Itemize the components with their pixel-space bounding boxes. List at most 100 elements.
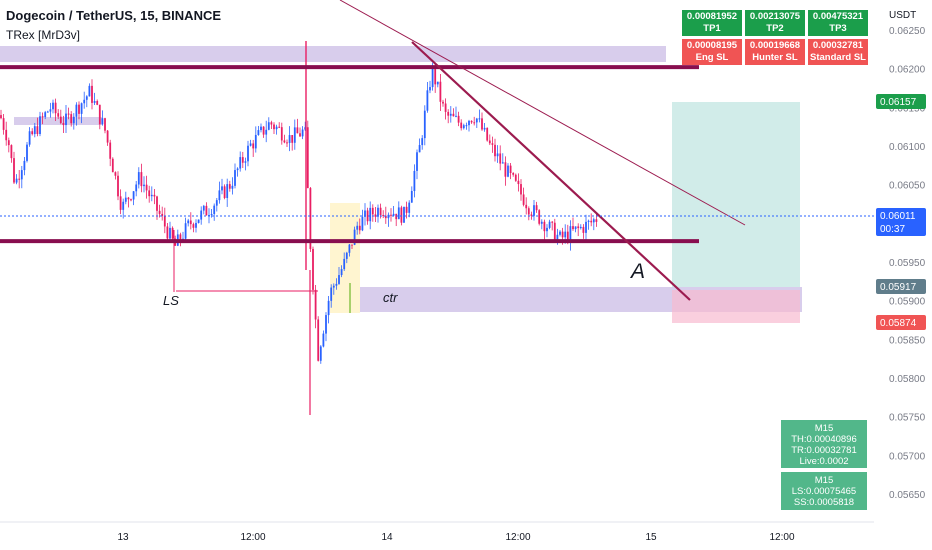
indicator-label[interactable]: TRex [MrD3v]: [6, 28, 81, 42]
candle-body: [54, 102, 57, 114]
ctr-label: ctr: [383, 290, 398, 305]
cell-value: 0.00019668: [749, 40, 801, 51]
candle-body: [171, 227, 174, 239]
candle-body: [444, 103, 447, 112]
candle-body: [304, 127, 307, 130]
cell-value: 0.00081952: [686, 11, 738, 22]
sl-cell-3: 0.00032781 Standard SL: [808, 39, 868, 65]
stop-price-tag-bg: [876, 315, 926, 330]
candle-body: [483, 127, 486, 130]
candle-body: [361, 216, 364, 231]
candle-body: [457, 115, 460, 123]
candle-body: [332, 285, 335, 288]
candle-body: [499, 153, 502, 164]
candle-body: [475, 118, 478, 123]
candle-body: [566, 231, 569, 242]
time-axis[interactable]: 13 12:00 14 12:00 15 12:00: [0, 521, 874, 543]
candle-body: [374, 214, 377, 217]
highlight-zone: [330, 203, 360, 313]
x-tick-label: 14: [381, 532, 393, 543]
candle-body: [70, 114, 73, 124]
info-line: TH:0.00040896: [791, 434, 857, 445]
zone-layer: [0, 46, 802, 323]
candle-body: [517, 180, 520, 185]
x-tick-label: 12:00: [769, 532, 794, 543]
candle-body: [278, 126, 281, 128]
candle-body: [322, 333, 325, 347]
candle-body: [135, 184, 138, 192]
candle-body: [106, 130, 109, 143]
candle-body: [556, 234, 559, 241]
cell-label: TP2: [766, 23, 784, 34]
candle-body: [369, 207, 372, 222]
y-tick-label: 0.05900: [889, 297, 926, 308]
cell-label: TP3: [829, 23, 847, 34]
candle-body: [267, 122, 270, 130]
candle-body: [309, 188, 312, 249]
candle-body: [408, 202, 411, 213]
candle-body: [509, 165, 512, 174]
candle-body: [153, 194, 156, 197]
candle-body: [439, 81, 442, 102]
candle-body: [10, 145, 13, 159]
candle-body: [379, 207, 382, 216]
candle-body: [15, 178, 18, 183]
candle-body: [465, 125, 468, 127]
candle-body: [538, 210, 541, 224]
candle-body: [210, 214, 213, 216]
candle-body: [124, 197, 127, 202]
candle-body: [75, 104, 78, 117]
candle-body: [384, 215, 387, 219]
candle-body: [299, 133, 301, 137]
candle-body: [353, 229, 356, 245]
current-price-tag-text: 00:37: [880, 224, 905, 235]
cell-label: Standard SL: [810, 52, 866, 63]
symbol-title[interactable]: Dogecoin / TetherUS, 15, BINANCE: [6, 8, 222, 23]
price-axis[interactable]: USDT0.062500.062000.061500.061000.060500…: [874, 0, 932, 550]
price-axis-bg: [874, 0, 932, 550]
candle-body: [101, 118, 104, 125]
candle-body: [257, 130, 260, 135]
candle-body: [382, 215, 385, 217]
drawings-layer: LS ctr A: [0, 0, 932, 313]
candle-body: [410, 190, 413, 203]
candle-body: [306, 127, 309, 189]
current-price-tag-text: 0.06011: [880, 211, 916, 222]
cell-value: 0.00032781: [812, 40, 864, 51]
y-tick-label: 0.05800: [889, 374, 926, 385]
candle-body: [109, 142, 112, 159]
candle-body: [195, 222, 197, 228]
candle-body: [530, 214, 533, 216]
candle-body: [158, 210, 161, 214]
candle-body: [23, 160, 26, 171]
candle-body: [569, 226, 572, 242]
y-tick-label: 0.05850: [889, 335, 926, 346]
candle-body: [150, 194, 153, 197]
candle-body: [338, 275, 340, 284]
candle-body: [473, 122, 476, 124]
point-a-label: A: [629, 260, 645, 283]
candle-body: [80, 103, 83, 114]
candle-body: [215, 200, 218, 206]
candle-body: [429, 87, 431, 91]
candle-body: [169, 227, 171, 239]
candle-body: [197, 219, 200, 223]
candle-body: [78, 104, 80, 114]
candle-body: [572, 226, 574, 230]
candle-body: [579, 226, 582, 229]
tp-cell-1: 0.00081952 TP1: [682, 10, 742, 36]
candle-body: [405, 206, 408, 213]
candle-body: [231, 185, 234, 189]
candle-body: [236, 168, 239, 171]
candle-body: [5, 129, 8, 141]
candle-body: [314, 289, 317, 320]
candle-body: [7, 140, 10, 146]
candle-body: [205, 205, 208, 216]
candle-body: [366, 210, 369, 222]
candle-body: [595, 219, 598, 222]
candle-body: [273, 124, 275, 130]
candle-body: [93, 101, 96, 103]
candle-body: [127, 197, 130, 200]
info-box-th-tr: M15 TH:0.00040896 TR:0.00032781 Live:0.0002: [781, 420, 867, 468]
